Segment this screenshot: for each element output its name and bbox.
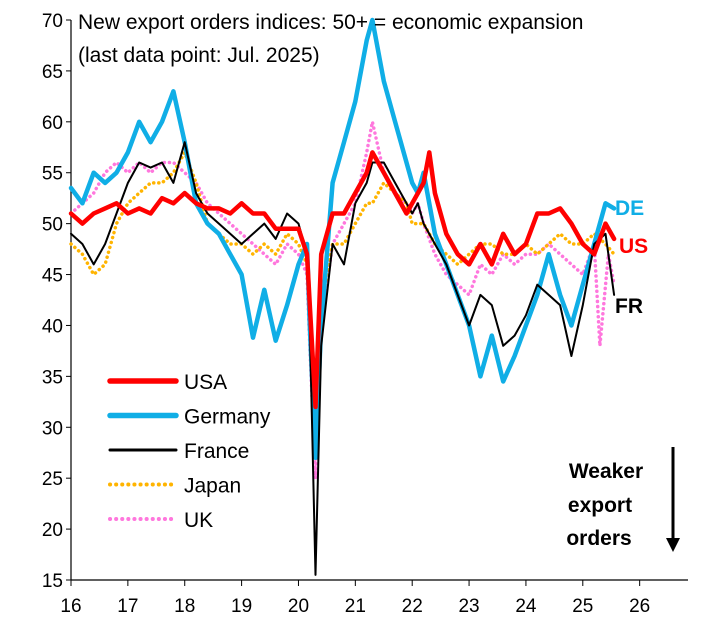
legend-label-usa: USA [184, 371, 227, 394]
y-tick-label: 15 [42, 571, 63, 592]
x-tick-label: 23 [458, 596, 479, 617]
y-tick-label: 25 [42, 469, 63, 490]
annotation-line-2: export [568, 494, 632, 517]
down-arrow-icon [666, 538, 680, 552]
end-label-fr: FR [615, 295, 643, 318]
legend: USA Germany France Japan UK [107, 371, 271, 532]
chart-title: New export orders indices: 50+ = economi… [78, 11, 583, 34]
x-tick-label: 22 [402, 596, 423, 617]
legend-label-uk: UK [184, 509, 213, 532]
legend-label-germany: Germany [184, 406, 271, 429]
x-tick-label: 21 [345, 596, 366, 617]
legend-label-japan: Japan [184, 475, 241, 498]
x-tick-label: 25 [572, 596, 593, 617]
series-line-france [70, 141, 616, 576]
legend-label-france: France [184, 440, 249, 463]
y-tick-label: 50 [42, 215, 63, 236]
end-label-de: DE [615, 197, 644, 220]
x-tick-label: 17 [117, 596, 138, 617]
y-tick-label: 55 [42, 164, 63, 185]
series-line-japan [69, 150, 616, 430]
y-tick-label: 40 [42, 316, 63, 337]
y-tick-label: 20 [42, 520, 63, 541]
x-tick-label: 16 [60, 596, 81, 617]
series-line-uk [69, 120, 616, 480]
y-tick-label: 65 [42, 62, 63, 83]
series-line-usa [68, 150, 617, 410]
y-tick-label: 60 [42, 113, 63, 134]
x-tick-label: 18 [174, 596, 195, 617]
end-labels: US DE FR [615, 197, 648, 318]
series-line-germany [68, 17, 617, 461]
annotation-line-1: Weaker [569, 460, 643, 483]
weaker-export-orders-annotation: Weaker export orders [566, 447, 680, 552]
y-tick-label: 45 [42, 266, 63, 287]
x-tick-label: 19 [231, 596, 252, 617]
chart-subtitle: (last data point: Jul. 2025) [78, 44, 320, 67]
x-tick-label: 26 [629, 596, 650, 617]
series-lines [68, 17, 617, 576]
axes [66, 19, 688, 586]
y-tick-label: 35 [42, 367, 63, 388]
end-label-us: US [619, 235, 648, 258]
y-tick-label: 70 [42, 11, 63, 32]
tick-labels: 15 20 25 30 35 40 45 50 55 60 65 70 16 17 18 19 20 21 22 23… [42, 11, 650, 617]
x-tick-label: 20 [288, 596, 309, 617]
x-tick-label: 24 [515, 596, 537, 617]
annotation-line-3: orders [566, 527, 631, 550]
y-tick-label: 30 [42, 418, 63, 439]
